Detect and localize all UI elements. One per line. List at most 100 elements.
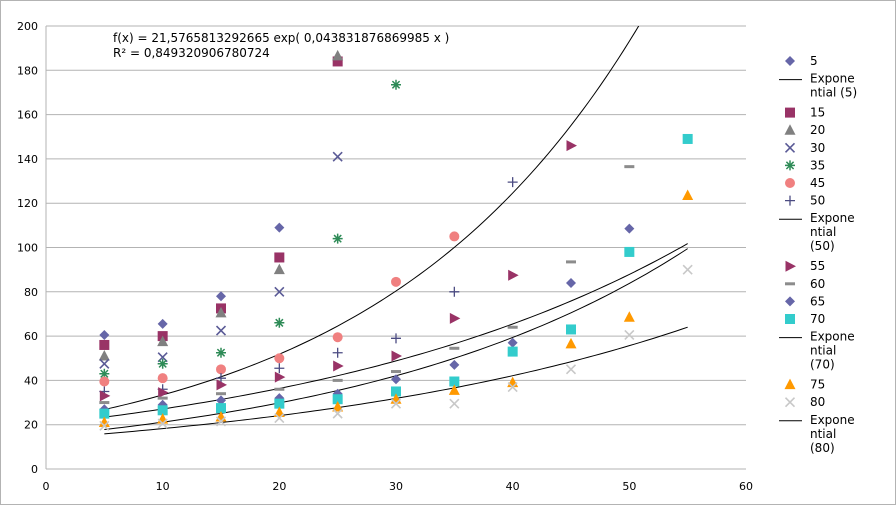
data-point (216, 347, 226, 358)
y-tick-label: 0 (31, 463, 38, 476)
data-point (449, 312, 461, 324)
legend-label: 65 (810, 294, 825, 308)
data-point (274, 412, 285, 424)
legend-label: Expone (810, 72, 855, 86)
data-point (391, 79, 401, 90)
data-point (449, 346, 460, 350)
y-tick-label: 160 (17, 109, 38, 122)
legend-label: 35 (810, 158, 825, 172)
data-point (274, 387, 285, 391)
data-point (215, 416, 227, 427)
data-point (332, 233, 343, 244)
legend-label: 60 (810, 277, 825, 291)
data-point (623, 311, 635, 322)
trendlines (104, 26, 688, 435)
data-point (682, 264, 693, 275)
data-point (449, 231, 460, 242)
data-point (157, 418, 168, 429)
data-point (216, 403, 226, 414)
legend-label: ntial (810, 427, 836, 441)
data-point (566, 260, 576, 264)
data-point (274, 371, 286, 383)
data-point (99, 339, 110, 350)
y-tick-label: 80 (24, 286, 38, 299)
data-point (216, 379, 227, 391)
y-tick-label: 100 (17, 242, 38, 255)
legend-marker (785, 260, 796, 272)
legend-marker (785, 178, 795, 188)
data-point (508, 269, 519, 281)
data-point (274, 363, 285, 374)
data-point (274, 317, 285, 328)
data-point (332, 332, 343, 343)
data-point (332, 56, 343, 67)
data-point (391, 386, 401, 397)
data-point (448, 384, 460, 395)
legend-label: 30 (810, 141, 825, 155)
data-point (273, 263, 285, 275)
data-point (624, 165, 635, 169)
x-tick-label: 60 (739, 480, 753, 493)
y-tick-label: 140 (17, 153, 38, 166)
legend-marker (785, 56, 795, 66)
legend-label: 5 (810, 54, 818, 68)
data-point (274, 353, 285, 364)
data-point (332, 378, 343, 382)
legend-label: 75 (810, 378, 825, 392)
data-point (391, 370, 401, 374)
x-tick-label: 20 (272, 480, 286, 493)
axes: 0 20 40 60 80 100 120 140 160 180 200 0 10 20 30 40 50 60 (17, 20, 753, 493)
legend-label: ntial (5) (810, 86, 857, 100)
x-tick-label: 0 (43, 480, 50, 493)
data-point (507, 177, 518, 188)
x-tick-label: 10 (156, 480, 170, 493)
data-point (98, 350, 110, 361)
data-point (216, 373, 226, 384)
data-point (449, 376, 460, 387)
legend-marker (785, 296, 795, 307)
data-point (157, 373, 168, 384)
data-point (333, 360, 344, 372)
legend-label: 70 (810, 312, 825, 326)
data-point (566, 324, 576, 335)
y-tick-label: 200 (17, 20, 38, 33)
legend-label: ntial (810, 225, 836, 239)
data-point (682, 189, 694, 200)
data-point (682, 133, 693, 144)
trendline-equation: f(x) = 21,5765813292665 exp( 0,043831876… (113, 31, 449, 60)
data-point (157, 318, 168, 329)
data-point (332, 400, 344, 412)
data-point (449, 398, 460, 409)
data-point (158, 387, 169, 399)
data-point (332, 394, 343, 405)
legend-label: (80) (810, 441, 835, 455)
data-point (216, 291, 226, 302)
data-point (391, 374, 401, 385)
data-point (449, 359, 460, 370)
data-point (157, 396, 168, 400)
data-point (565, 337, 577, 349)
data-points (98, 49, 694, 431)
data-point (449, 286, 460, 297)
data-point (507, 346, 518, 357)
legend-label: (70) (810, 358, 835, 372)
data-point (391, 276, 401, 287)
data-point (157, 405, 168, 416)
legend-marker (784, 397, 796, 408)
trendline (104, 26, 640, 410)
legend-label: 50 (810, 194, 825, 208)
data-point (507, 381, 518, 393)
legend-marker (785, 160, 795, 171)
data-point (566, 140, 577, 152)
legend-label: 55 (810, 259, 825, 273)
data-point (216, 395, 226, 406)
data-point (216, 392, 226, 396)
legend-label: ntial (810, 344, 836, 358)
data-point (98, 416, 110, 427)
legend-label: 80 (810, 395, 825, 409)
data-point (99, 401, 110, 405)
data-point (274, 286, 285, 297)
data-point (332, 347, 343, 358)
data-point (391, 333, 401, 344)
